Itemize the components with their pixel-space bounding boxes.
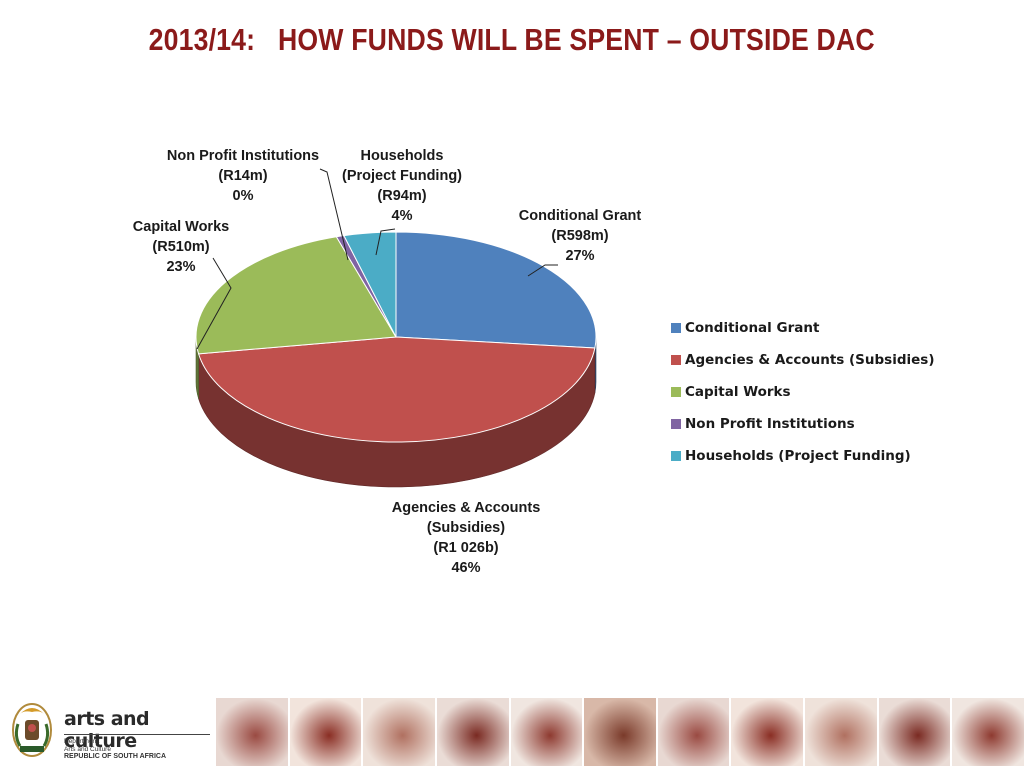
leader-line [527,264,558,277]
leader-line [196,257,232,350]
data-label-text: Capital Works [133,219,229,235]
legend-item: Conditional Grant [671,312,935,344]
legend-swatch [671,387,681,397]
data-label-text: 0% [233,188,254,204]
data-label-text: Households [361,148,444,164]
data-labels: Conditional Grant (R598m) 27% Agencies & Ac… [133,148,642,576]
saxophone-photo [878,698,951,766]
ballet-feet-photo [805,698,877,766]
legend-label: Non Profit Institutions [685,416,855,432]
legend-label: Households (Project Funding) [685,448,911,464]
dancers-photo [216,698,288,766]
data-label-text: 27% [565,248,594,264]
data-label-text: (Subsidies) [427,520,505,536]
pie-chart: Conditional Grant (R598m) 27% Agencies & Ac… [133,148,642,576]
data-label-text: 46% [451,560,480,576]
film-reel-photo [289,698,362,766]
data-label-text: (R1 026b) [433,540,498,556]
data-label-text: 4% [392,208,413,224]
film-reel-photo [731,698,804,766]
chart-legend: Conditional Grant Agencies & Accounts (Su… [671,312,935,472]
country-name: REPUBLIC OF SOUTH AFRICA [64,753,167,760]
dancers-photo [657,698,730,766]
children-dancing-photo [952,698,1024,766]
data-label-text: (R94m) [377,188,426,204]
ballet-feet-photo [363,698,435,766]
leader-line [375,228,396,256]
brand-name: arts and culture [64,708,150,752]
data-label-text: (R510m) [152,239,209,255]
arts-and-culture-logo: arts and culture Department: Arts and Cu… [10,698,210,762]
legend-item: Capital Works [671,376,935,408]
data-label-text: (Project Funding) [342,168,462,184]
pie-slice [197,336,596,443]
saxophone-photo [436,698,509,766]
legend-label: Conditional Grant [685,320,820,336]
legend-swatch [671,419,681,429]
pie-slices [195,231,597,488]
footer-banner: arts and culture Department: Arts and Cu… [0,690,1024,768]
data-label-text: Non Profit Institutions [167,148,319,164]
legend-item: Non Profit Institutions [671,408,935,440]
legend-label: Agencies & Accounts (Subsidies) [685,352,935,368]
children-dancing-photo [510,698,583,766]
data-label-text: 23% [166,259,195,275]
pie-slice [395,231,597,349]
data-label-text: Conditional Grant [519,208,642,224]
brand-divider [64,734,210,735]
legend-swatch [671,451,681,461]
coat-of-arms-icon [12,703,52,757]
data-label-text: Agencies & Accounts [392,500,541,516]
legend-item: Households (Project Funding) [671,440,935,472]
data-label-text: (R14m) [218,168,267,184]
legend-swatch [671,323,681,333]
leader-line [319,168,349,261]
slide-title: 2013/14: HOW FUNDS WILL BE SPENT – OUTSI… [148,22,875,57]
legend-swatch [671,355,681,365]
legend-label: Capital Works [685,384,791,400]
department-line: Arts and Culture [64,745,111,753]
photo-strip [216,698,1024,766]
legend-item: Agencies & Accounts (Subsidies) [671,344,935,376]
beadwork-photo [584,698,656,766]
pie-slice [195,236,397,355]
department-line: Department: [64,738,100,745]
pie-slice [343,231,397,338]
department-text: Department: Arts and Culture REPUBLIC OF… [64,738,166,761]
data-label-text: (R598m) [551,228,608,244]
